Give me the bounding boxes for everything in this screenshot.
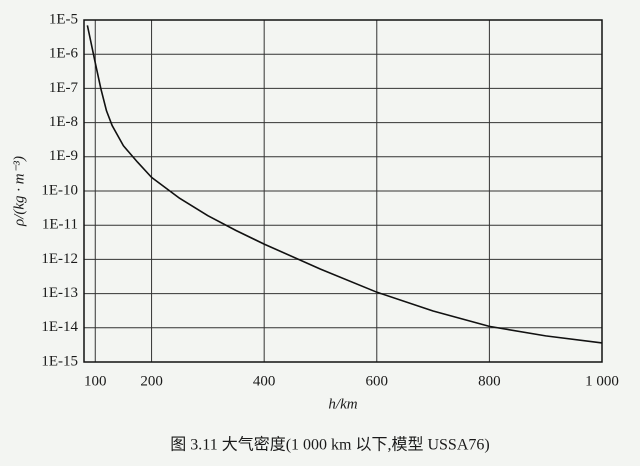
y-tick-label: 1E-5 <box>49 11 78 27</box>
y-tick-label: 1E-15 <box>41 353 78 369</box>
y-tick-label: 1E-12 <box>41 251 78 267</box>
x-tick-label: 200 <box>140 373 163 389</box>
y-tick-label: 1E-7 <box>49 80 79 96</box>
x-axis-label: h/km <box>328 396 357 412</box>
x-tick-label: 400 <box>253 373 276 389</box>
plot-frame <box>83 19 603 363</box>
y-tick-label: 1E-13 <box>41 285 78 301</box>
x-tick-label: 100 <box>84 373 107 389</box>
x-tick-label: 1 000 <box>585 373 619 389</box>
y-tick-label: 1E-6 <box>49 46 79 62</box>
caption: 图 3.11 大气密度(1 000 km 以下,模型 USSA76) <box>170 436 489 454</box>
y-axis-label: ρ/(kg · m⁻³) <box>11 156 27 227</box>
y-tick-label: 1E-11 <box>42 217 78 233</box>
y-tick-label: 1E-9 <box>49 148 78 164</box>
x-tick-label: 800 <box>478 373 501 389</box>
y-tick-label: 1E-8 <box>49 114 78 130</box>
data-line <box>86 25 603 344</box>
y-tick-label: 1E-10 <box>41 182 78 198</box>
y-tick-label: 1E-14 <box>41 319 78 335</box>
x-tick-label: 600 <box>366 373 389 389</box>
